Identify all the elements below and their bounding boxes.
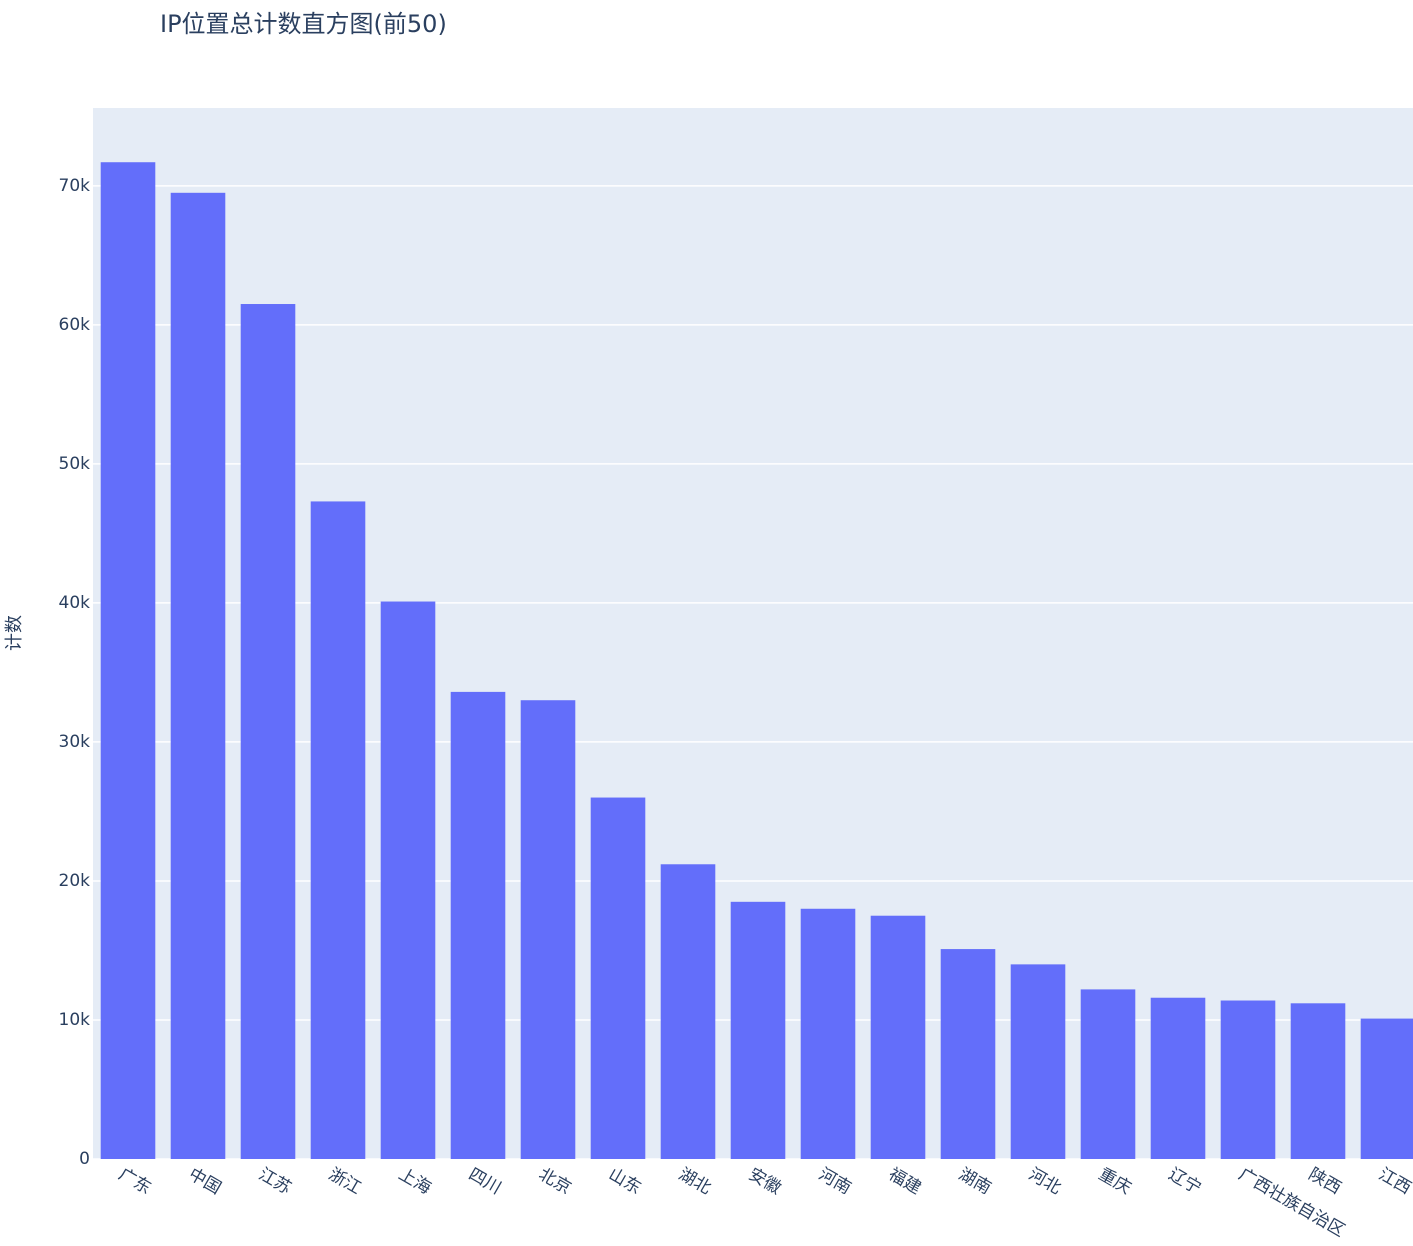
y-tick-label: 10k [59, 1010, 91, 1030]
bar [380, 601, 436, 1159]
x-tick-label: 四川 [465, 1164, 504, 1198]
x-tick-label: 福建 [885, 1164, 924, 1198]
x-tick-label: 湖南 [955, 1164, 994, 1198]
bar [520, 700, 576, 1159]
y-tick-label: 60k [59, 315, 91, 335]
bar [240, 304, 296, 1159]
bar [940, 949, 996, 1159]
bar [660, 864, 716, 1159]
bar [730, 901, 786, 1159]
bar [1080, 989, 1136, 1159]
x-tick-label: 湖北 [675, 1164, 714, 1198]
bar [170, 192, 226, 1159]
x-tick-label: 重庆 [1095, 1164, 1134, 1198]
x-tick-label: 陕西 [1305, 1164, 1344, 1198]
bar [100, 162, 156, 1159]
bar [1010, 964, 1066, 1159]
x-tick-label: 中国 [185, 1164, 224, 1198]
x-tick-label: 浙江 [325, 1164, 364, 1198]
bar [1220, 1000, 1276, 1159]
bar [450, 691, 506, 1159]
y-tick-label: 30k [59, 732, 91, 752]
y-tick-label: 50k [59, 454, 91, 474]
x-tick-label: 河南 [815, 1164, 854, 1198]
y-tick-label: 0 [79, 1149, 90, 1169]
x-tick-label: 河北 [1025, 1164, 1064, 1198]
bar [1360, 1018, 1413, 1159]
x-tick-label: 安徽 [745, 1164, 784, 1198]
y-tick-label: 40k [59, 593, 91, 613]
bar [1290, 1003, 1346, 1159]
x-tick-label: 广东 [115, 1164, 154, 1198]
plot-area: 广东 中国 江苏 浙江 上海 四川 北京 山东 湖北 安徽 河南 福建 湖南 河北 重庆 辽宁 广西壮族自治区陕… [93, 162, 1413, 1241]
bar [590, 797, 646, 1159]
x-tick-label: 北京 [535, 1164, 574, 1198]
bar [1150, 997, 1206, 1159]
y-axis-title: 计数 [4, 615, 25, 651]
y-tick-label: 20k [59, 871, 91, 891]
chart-title: IP位置总计数直方图(前50) [160, 10, 447, 38]
x-tick-label: 江苏 [255, 1164, 294, 1198]
x-tick-label: 山东 [605, 1164, 644, 1198]
x-tick-label: 上海 [395, 1164, 434, 1198]
bar [310, 501, 366, 1159]
bar [800, 908, 856, 1159]
bar [870, 915, 926, 1159]
y-tick-label: 70k [59, 176, 91, 196]
x-tick-label: 辽宁 [1165, 1164, 1204, 1198]
x-tick-label: 江西 [1375, 1164, 1413, 1198]
